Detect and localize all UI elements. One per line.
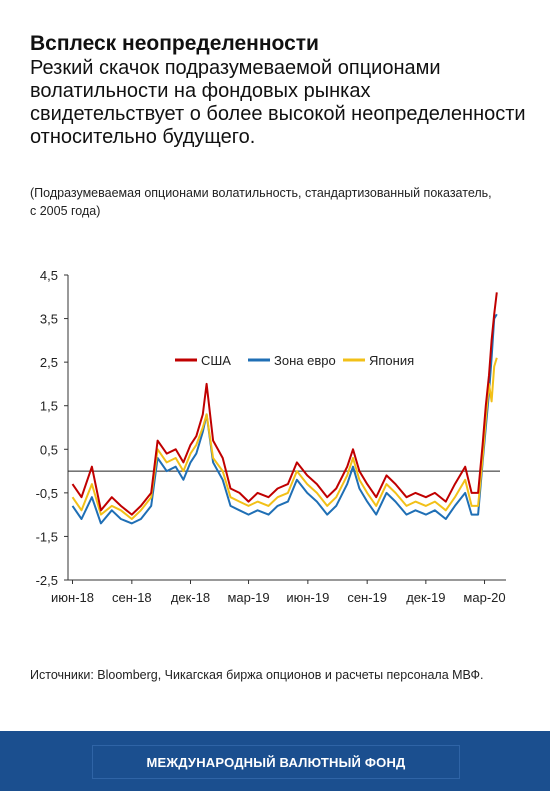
y-tick-label: -1,5 [36,529,58,544]
x-tick-label: дек-18 [171,590,210,605]
y-tick-label: 3,5 [40,312,58,327]
source-note: Источники: Bloomberg, Чикагская биржа оп… [30,668,484,682]
footer-box: МЕЖДУНАРОДНЫЙ ВАЛЮТНЫЙ ФОНД [92,745,460,779]
legend-label: США [201,353,231,368]
chart-note: (Подразумеваемая опционами волатильность… [30,186,492,218]
series-line-2 [71,313,498,525]
legend-label: Зона евро [274,353,336,368]
x-tick-label: мар-19 [227,590,269,605]
chart-axes: 4,5 3,5 2,5 1,5 0,5 -0,5 -1,5 -2,5 июн-18 сен-18 д… [36,268,506,605]
y-tick-label: 2,5 [40,355,58,370]
y-tick-label: 0,5 [40,442,58,457]
footer-label: МЕЖДУНАРОДНЫЙ ВАЛЮТНЫЙ ФОНД [146,754,406,770]
x-tick-label: июн-19 [286,590,329,605]
series-line-1 [71,292,498,516]
y-tick-label: 1,5 [40,399,58,414]
x-tick-label: мар-20 [463,590,505,605]
chart-series [71,292,498,525]
x-tick-label: июн-18 [51,590,94,605]
footer-banner: МЕЖДУНАРОДНЫЙ ВАЛЮТНЫЙ ФОНД [0,731,550,791]
x-tick-label: сен-19 [347,590,387,605]
legend-label: Япония [369,353,414,368]
chart-subtitle: Резкий скачок подразумеваемой опционами … [30,57,526,148]
line-chart: 4,5 3,5 2,5 1,5 0,5 -0,5 -1,5 -2,5 июн-18 сен-18 д… [36,268,506,605]
x-tick-label: сен-18 [112,590,152,605]
y-tick-label: -0,5 [36,486,58,501]
y-tick-label: 4,5 [40,268,58,283]
x-tick-label: дек-19 [406,590,445,605]
y-tick-label: -2,5 [36,573,58,588]
chart-title: Всплеск неопределенности [30,32,319,55]
chart-legend: США Зона евро Япония [175,353,414,368]
